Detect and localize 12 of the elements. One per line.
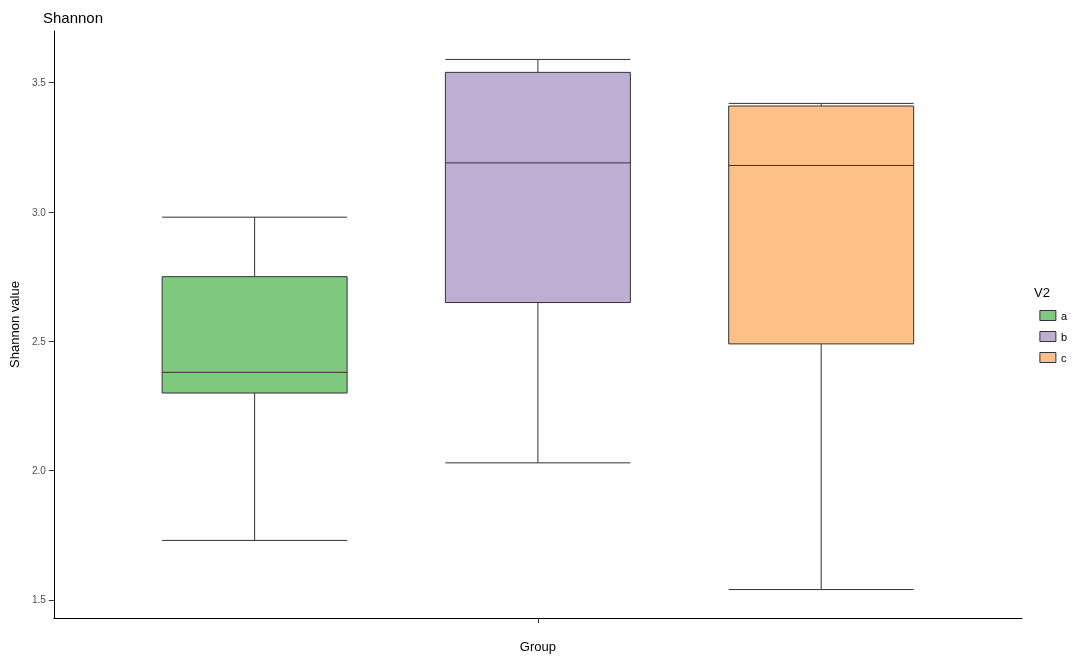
legend-label: b	[1060, 330, 1068, 343]
y-axis-title: Shannon value	[7, 281, 22, 368]
y-tick-label: 2.5	[31, 335, 47, 347]
legend-label: c	[1060, 351, 1067, 364]
legend-label: a	[1060, 309, 1068, 322]
x-axis-title: Group	[519, 639, 556, 654]
y-tick-label: 2.0	[31, 465, 47, 477]
y-tick-label: 3.0	[31, 206, 47, 218]
chart-title: Shannon	[43, 9, 104, 26]
y-tick-label: 1.5	[31, 594, 47, 606]
legend-title: V2	[1034, 285, 1051, 300]
y-tick-label: 3.5	[31, 77, 47, 89]
